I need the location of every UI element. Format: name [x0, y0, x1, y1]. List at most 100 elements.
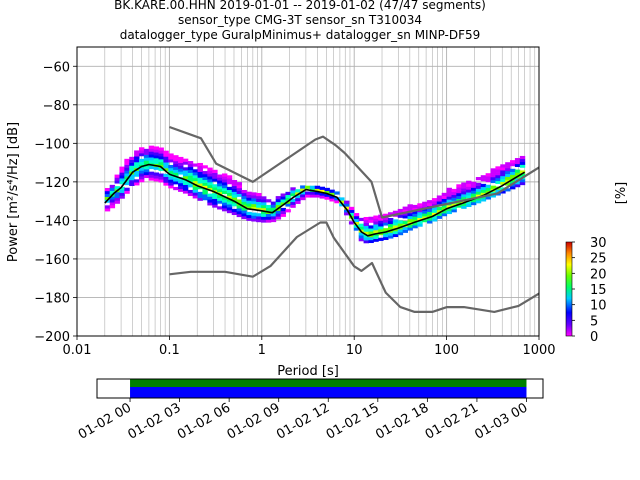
density-cell [158, 159, 164, 163]
density-cell [324, 190, 330, 194]
density-cell [412, 210, 418, 214]
density-cell [202, 171, 208, 175]
density-cell [324, 196, 330, 200]
colorbar-tick-label: 20 [590, 267, 607, 282]
density-cell [383, 222, 389, 226]
y-tick-label: −80 [43, 99, 70, 114]
density-cell [300, 188, 306, 192]
density-cell [290, 190, 296, 194]
density-cell [114, 180, 120, 184]
density-cell [466, 189, 472, 193]
density-cell [261, 204, 267, 209]
density-cell [251, 195, 257, 199]
density-cell [285, 203, 291, 207]
density-cell [236, 211, 243, 215]
density-cell [490, 191, 496, 195]
density-cell [505, 168, 511, 172]
density-cell [231, 182, 238, 187]
density-cell [353, 221, 360, 225]
density-cell [261, 196, 267, 200]
density-cell [138, 147, 145, 151]
density-cell [436, 195, 443, 199]
density-cell [275, 210, 282, 214]
density-cell [383, 236, 389, 241]
density-cell [217, 180, 223, 184]
density-cell [412, 204, 418, 209]
y-tick-label: −100 [34, 137, 70, 152]
density-cell [236, 185, 243, 189]
density-cell [143, 154, 150, 158]
density-cell [182, 167, 189, 171]
density-cell [290, 187, 296, 191]
density-cell [197, 194, 203, 198]
density-cell [178, 168, 184, 172]
density-cell [119, 192, 125, 196]
density-cell [217, 174, 223, 178]
density-cell [392, 230, 399, 235]
density-cell [300, 185, 306, 189]
density-cell [104, 190, 111, 195]
y-tick-label: −180 [34, 291, 70, 306]
density-cell [300, 196, 306, 201]
density-cell [470, 190, 477, 194]
density-cell [173, 181, 179, 185]
density-cell [505, 179, 511, 183]
density-cell [446, 207, 452, 212]
density-cell [163, 179, 169, 183]
density-cell [202, 182, 208, 186]
coverage-tick-label: 01-02 09 [225, 400, 283, 442]
density-cell [246, 206, 252, 210]
density-cell [124, 170, 130, 174]
density-cell [500, 175, 506, 180]
density-cell [153, 172, 160, 176]
density-cell [402, 206, 409, 210]
density-cell [402, 212, 409, 216]
density-cell [221, 176, 228, 180]
density-cell [129, 156, 135, 161]
density-cell [226, 181, 233, 185]
density-cell [295, 194, 301, 199]
density-cell [109, 187, 116, 191]
density-cell [114, 174, 120, 178]
density-cell [436, 212, 443, 216]
density-cell [231, 197, 238, 201]
density-cell [236, 205, 243, 209]
colorbar-tick-label: 25 [590, 252, 607, 267]
density-cell [412, 216, 418, 220]
density-cell [466, 186, 472, 190]
density-cell [363, 222, 369, 226]
density-cell [397, 223, 404, 227]
density-cell [353, 218, 360, 223]
density-cell [470, 193, 477, 197]
density-cell [514, 160, 521, 165]
density-cell [109, 202, 116, 206]
density-cell [378, 220, 384, 224]
density-cell [383, 228, 389, 232]
density-cell [207, 182, 213, 186]
density-cell [348, 212, 355, 216]
density-cell [261, 207, 267, 212]
density-cell [358, 223, 365, 227]
density-cell [182, 175, 189, 180]
density-cell [207, 202, 213, 206]
density-cell [168, 185, 174, 189]
density-cell [212, 204, 218, 208]
density-cell [143, 169, 150, 173]
density-cell [275, 216, 282, 220]
density-cell [221, 208, 228, 212]
density-cell [285, 191, 291, 196]
density-cell [163, 168, 169, 172]
density-cell [441, 195, 448, 199]
density-cell [187, 184, 194, 188]
density-cell [192, 192, 199, 196]
density-cell [353, 215, 360, 220]
density-cell [124, 190, 130, 194]
density-cell [451, 191, 457, 195]
density-cell [256, 195, 262, 200]
density-cell [226, 201, 233, 205]
density-cell [124, 181, 130, 186]
density-cell [368, 228, 374, 232]
density-cell [138, 179, 145, 183]
density-cell [163, 159, 169, 163]
colorbar-tick-label: 10 [590, 299, 607, 314]
